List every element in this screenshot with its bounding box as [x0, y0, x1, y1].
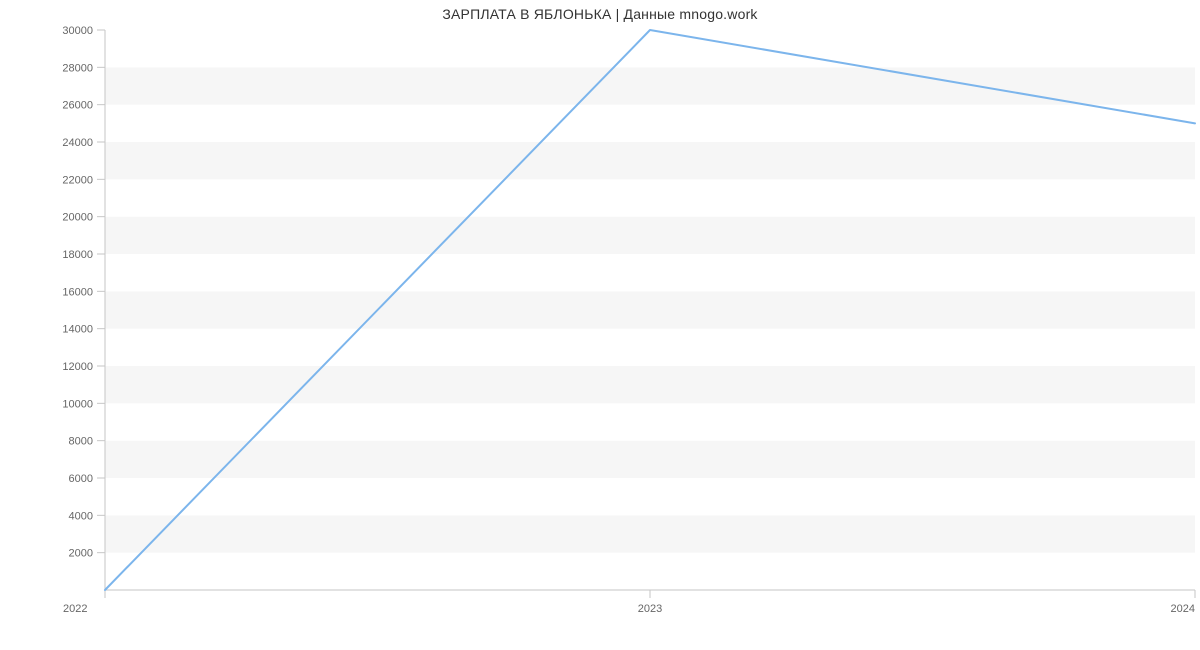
plot-band [105, 105, 1195, 142]
plot-band [105, 553, 1195, 590]
plot-band [105, 515, 1195, 552]
y-tick-label: 2000 [69, 548, 93, 560]
y-tick-label: 8000 [69, 436, 93, 448]
plot-band [105, 441, 1195, 478]
y-tick-label: 12000 [62, 361, 93, 373]
plot-band [105, 142, 1195, 179]
plot-band [105, 329, 1195, 366]
y-tick-label: 26000 [62, 100, 93, 112]
y-tick-label: 6000 [69, 473, 93, 485]
chart-container: ЗАРПЛАТА В ЯБЛОНЬКА | Данные mnogo.work … [0, 0, 1200, 650]
plot-band [105, 179, 1195, 216]
y-tick-label: 4000 [69, 510, 93, 522]
plot-band [105, 30, 1195, 67]
y-tick-label: 30000 [62, 25, 93, 37]
y-tick-label: 14000 [62, 324, 93, 336]
y-tick-label: 16000 [62, 286, 93, 298]
plot-band [105, 67, 1195, 104]
y-tick-label: 22000 [62, 174, 93, 186]
x-tick-label: 2023 [638, 603, 662, 615]
plot-band [105, 217, 1195, 254]
chart-svg: 2000 4000 6000 8000 10000 12000 14000 16000 1800… [0, 0, 1200, 650]
y-tick-label: 18000 [62, 249, 93, 261]
y-tick-label: 24000 [62, 137, 93, 149]
x-tick-label: 2022 [63, 603, 87, 615]
x-tick-label: 2024 [1171, 603, 1195, 615]
y-tick-label: 10000 [62, 398, 93, 410]
plot-band [105, 366, 1195, 403]
plot-band [105, 478, 1195, 515]
plot-band [105, 291, 1195, 328]
y-tick-label: 28000 [62, 62, 93, 74]
y-tick-label: 20000 [62, 212, 93, 224]
plot-band [105, 254, 1195, 291]
